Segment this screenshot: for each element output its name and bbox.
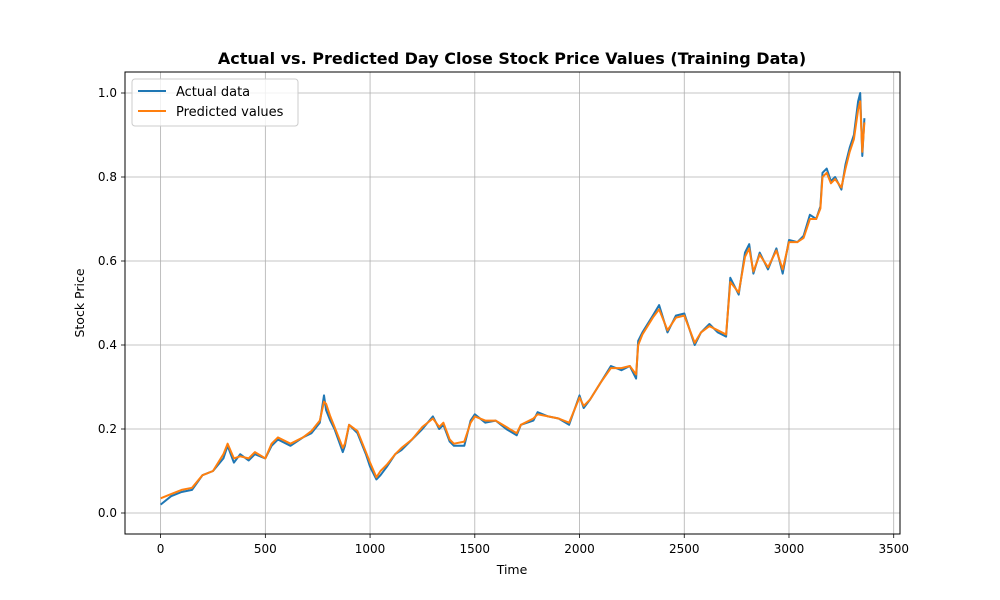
legend: Actual data Predicted values [131,78,299,127]
x-tick-label: 2000 [564,542,595,556]
y-tick-label: 0.4 [98,338,117,352]
x-tick-label: 1000 [355,542,386,556]
series-lines [159,92,866,506]
x-axis-label: Time [496,562,528,577]
y-axis-ticks: 0.0 0.2 0.4 0.6 0.8 1.0 [98,86,125,520]
y-tick-label: 0.6 [98,254,117,268]
y-axis-label: Stock Price [72,268,87,337]
x-tick-label: 2500 [669,542,700,556]
y-tick-label: 0.2 [98,422,117,436]
grid [125,72,900,534]
plot-frame [124,71,901,535]
x-axis-ticks: 0 500 1000 1500 2000 2500 3000 3500 [157,534,909,556]
x-tick-label: 0 [157,542,165,556]
x-tick-label: 3500 [878,542,909,556]
y-tick-label: 0.8 [98,170,117,184]
x-tick-label: 500 [254,542,277,556]
y-tick-label: 1.0 [98,86,117,100]
legend-label-actual: Actual data [176,85,250,100]
legend-label-predicted: Predicted values [176,105,284,120]
y-tick-label: 0.0 [98,506,117,520]
x-tick-label: 1500 [460,542,491,556]
series-line-predicted [160,100,866,500]
legend-box [131,78,299,127]
series-line-actual [159,92,866,506]
x-tick-label: 3000 [774,542,805,556]
chart-title: Actual vs. Predicted Day Close Stock Pri… [218,49,806,68]
